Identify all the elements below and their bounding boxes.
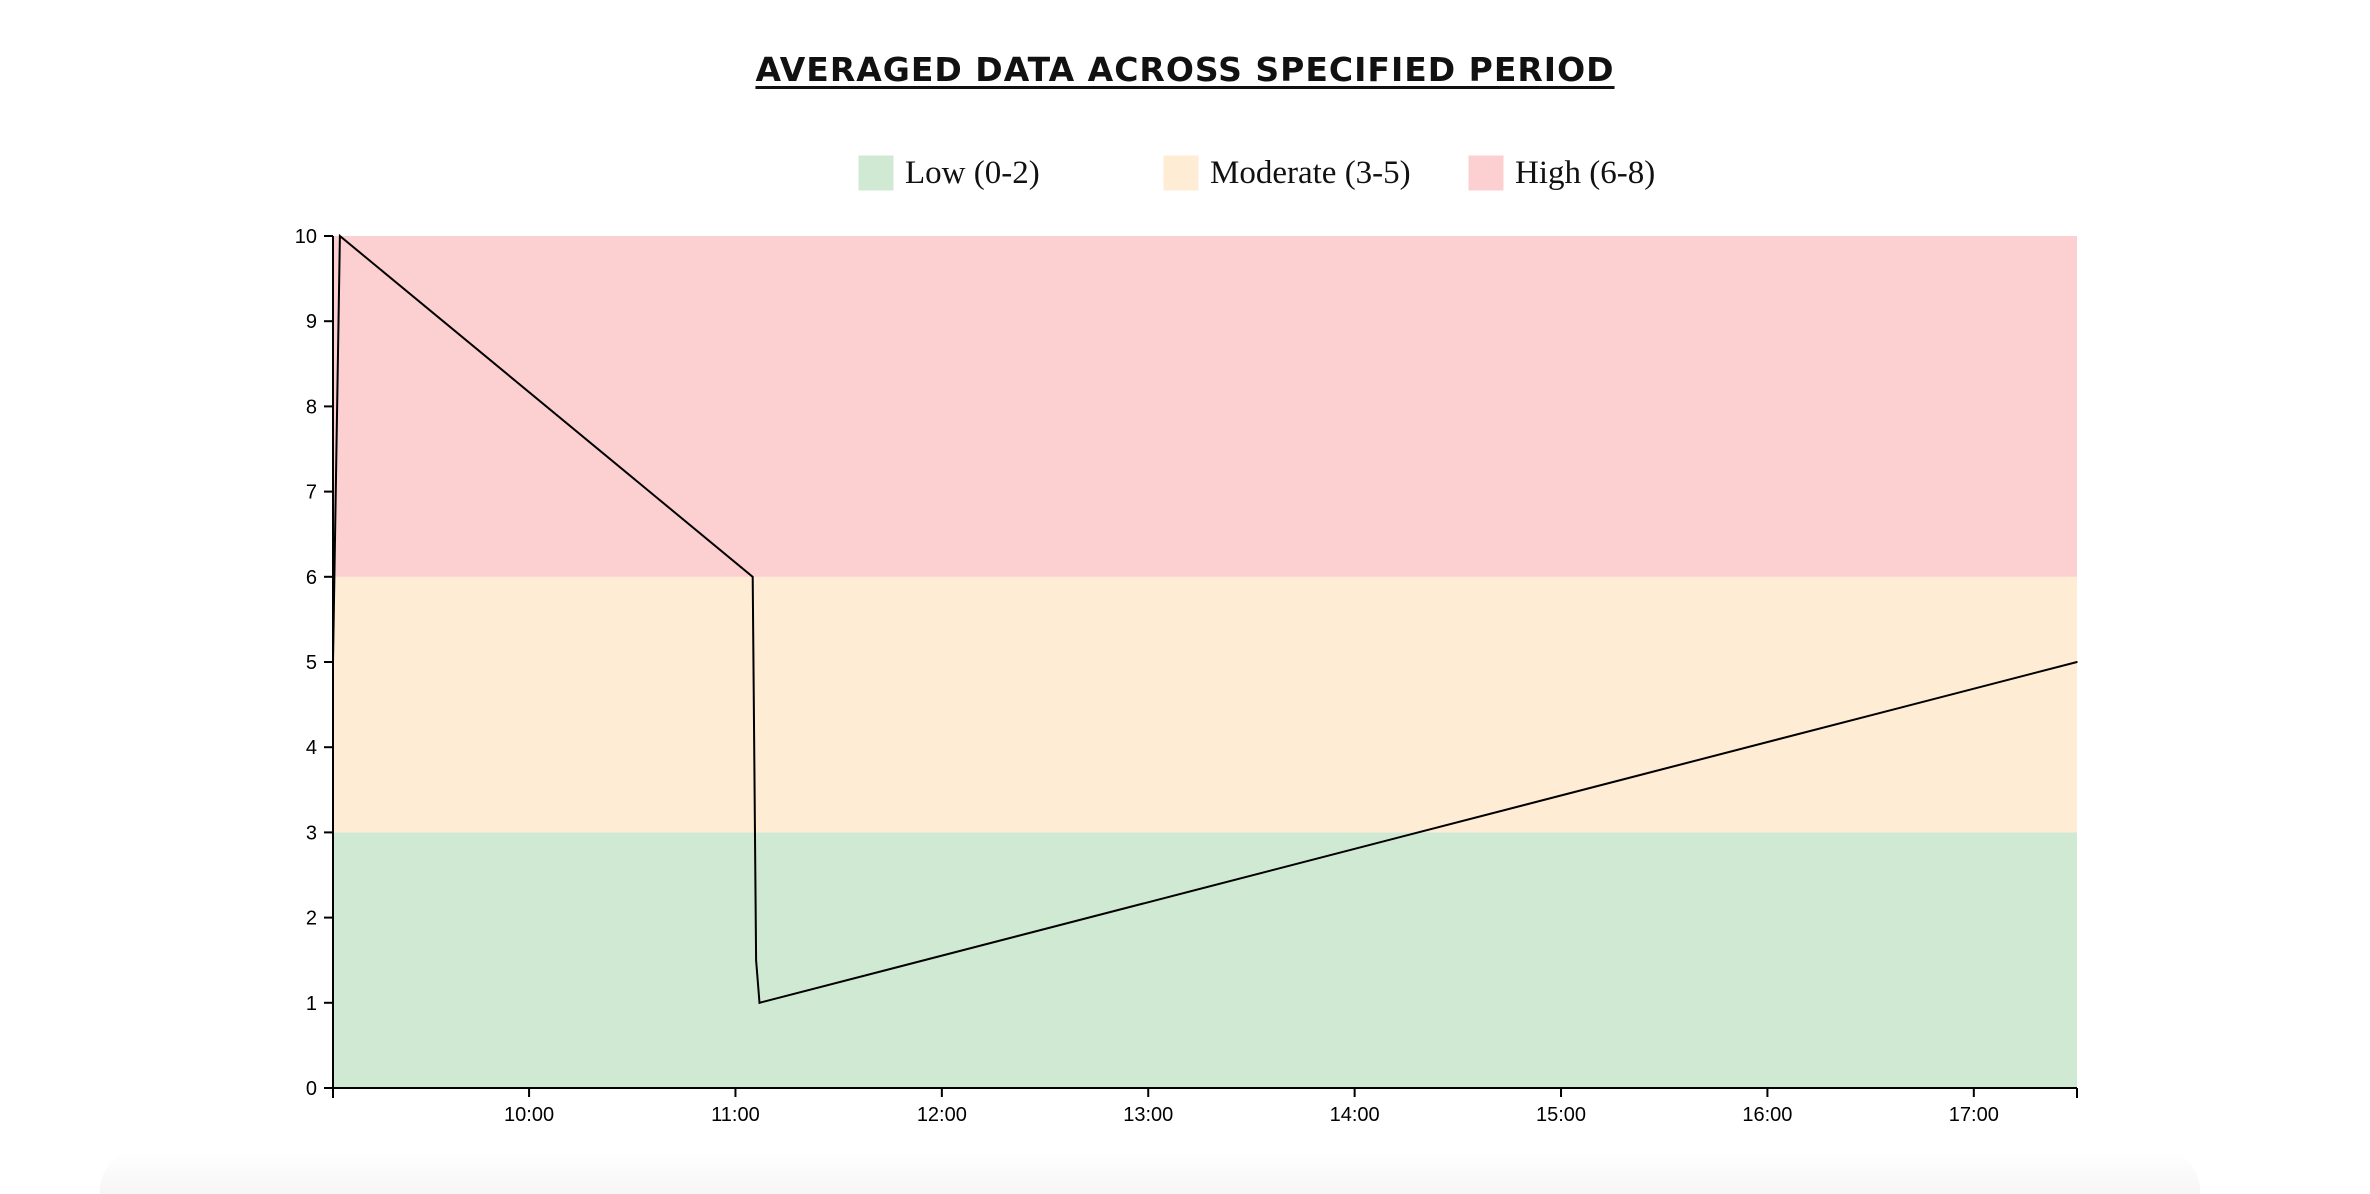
chart-title: AVERAGED DATA ACROSS SPECIFIED PERIOD xyxy=(755,50,1615,89)
legend: Low (0-2) Moderate (3-5) High (6-8) xyxy=(857,154,1655,192)
data-point-0-5 xyxy=(2076,661,2078,663)
legend-label-low: Low (0-2) xyxy=(905,155,1040,191)
band-low xyxy=(333,832,2077,1088)
band-moderate xyxy=(333,576,2077,833)
y-tick-label-3: 3 xyxy=(306,822,317,844)
page-footer-shadow xyxy=(100,1150,2200,1194)
series-line-0 xyxy=(332,233,2078,1005)
data-point-0-1 xyxy=(339,235,341,237)
y-tick-label-8: 8 xyxy=(306,396,317,418)
x-tick-label-15-00: 15:00 xyxy=(1536,1104,1586,1126)
y-tick-label-7: 7 xyxy=(306,482,317,504)
x-tick-label-14-00: 14:00 xyxy=(1330,1104,1380,1126)
data-point-0-3 xyxy=(755,959,757,961)
y-tick-label-0: 0 xyxy=(306,1078,317,1100)
y-tick-label-10: 10 xyxy=(295,226,317,248)
threshold-bands xyxy=(333,236,2077,1088)
y-tick-label-4: 4 xyxy=(306,737,317,759)
data-point-0-4 xyxy=(758,1002,761,1004)
x-tick-label-17-00: 17:00 xyxy=(1949,1104,1999,1126)
x-tick-label-10-00: 10:00 xyxy=(504,1104,554,1126)
legend-label-high: High (6-8) xyxy=(1515,155,1655,191)
series-layer xyxy=(332,233,2078,1005)
x-tick-label-13-00: 13:00 xyxy=(1123,1104,1173,1126)
y-tick-label-5: 5 xyxy=(306,652,317,674)
band-high xyxy=(333,236,2077,577)
x-tick-label-16-00: 16:00 xyxy=(1742,1104,1792,1126)
y-tick-label-2: 2 xyxy=(306,908,317,930)
y-tick-label-9: 9 xyxy=(306,311,317,333)
data-point-0-2 xyxy=(751,576,754,578)
x-tick-label-12-00: 12:00 xyxy=(917,1104,967,1126)
legend-label-moderate: Moderate (3-5) xyxy=(1210,155,1411,191)
legend-swatch-high xyxy=(1467,154,1505,192)
legend-swatch-low xyxy=(857,154,895,192)
x-tick-label-11-00: 11:00 xyxy=(711,1104,760,1126)
legend-swatch-moderate xyxy=(1162,154,1200,192)
y-tick-label-6: 6 xyxy=(306,567,317,589)
axes: 0 1 2 3 4 5 6 7 8 9 10 10:00 11:00 12:00 13:00 14:00 15:… xyxy=(295,226,2078,1126)
y-tick-label-1: 1 xyxy=(306,993,317,1015)
